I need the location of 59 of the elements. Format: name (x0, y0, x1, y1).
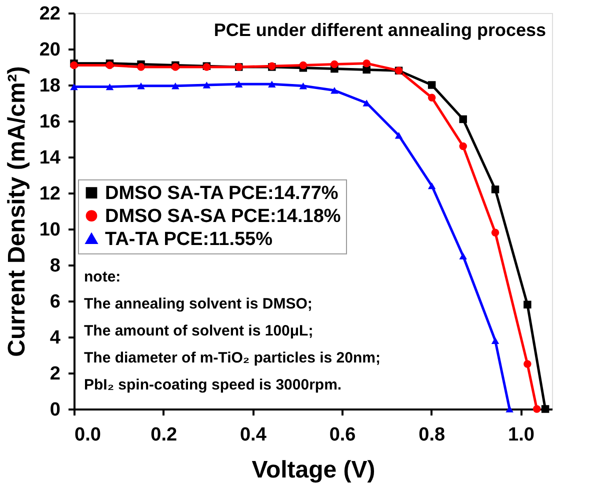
annotation: The annealing solvent is DMSO; (84, 295, 312, 312)
point (106, 83, 114, 90)
x-tick-label: 0.6 (329, 424, 356, 446)
annotation: The diameter of m-TiO₂ particles is 20nm; (84, 349, 380, 366)
chart-title: PCE under different annealing process (214, 20, 546, 40)
x-tick-label: 1.0 (508, 424, 534, 446)
y-tick-label: 8 (50, 256, 60, 276)
y-tick-label: 20 (39, 40, 60, 60)
x-tick-label: 0.2 (150, 424, 178, 446)
y-tick-label: 2 (50, 364, 60, 384)
point (172, 82, 180, 90)
y-tick-label: 12 (39, 184, 60, 204)
y-tick-label: 16 (39, 112, 60, 132)
y-tick-label: 14 (39, 148, 61, 168)
x-tick-label: 0.4 (240, 424, 267, 446)
y-tick-label: 22 (39, 4, 60, 24)
point (202, 82, 211, 88)
point (459, 142, 467, 150)
point (491, 337, 500, 344)
x-tick-label: 0.0 (74, 424, 101, 446)
point (428, 182, 436, 190)
annotation: note: (84, 268, 121, 286)
point (70, 83, 78, 90)
y-tick-label: 4 (50, 328, 61, 348)
point (330, 60, 338, 68)
y-tick-label: 10 (39, 220, 60, 240)
point (491, 228, 500, 236)
point (234, 80, 243, 88)
point (299, 82, 308, 90)
y-tick-label: 18 (39, 76, 60, 96)
y-tick-label: 6 (50, 292, 60, 312)
point (137, 82, 145, 90)
point (428, 81, 436, 89)
point (330, 87, 338, 94)
point (428, 94, 436, 102)
y-tick-label: 0 (50, 400, 60, 420)
point (459, 115, 467, 124)
point (459, 252, 467, 260)
x-tick-label: 0.8 (418, 424, 446, 446)
legend-label: DMSO SA-TA PCE:14.77% (105, 182, 338, 204)
point (524, 360, 532, 368)
point (532, 405, 541, 413)
x-axis-title: Voltage (V) (252, 456, 376, 484)
point (137, 63, 145, 71)
legend-label: DMSO SA-SA PCE:14.18% (105, 206, 341, 227)
annotation: The amount of solvent is 100μL; (84, 322, 314, 340)
point (268, 80, 276, 88)
point (362, 66, 370, 74)
annotation: PbI₂ spin-coating speed is 3000rpm. (84, 376, 342, 394)
y-axis-title: Current Density (mA/cm²) (3, 66, 30, 357)
point (524, 300, 532, 308)
point (491, 186, 500, 194)
point (362, 100, 370, 106)
point (362, 60, 370, 68)
point (394, 132, 403, 139)
point (299, 61, 308, 70)
legend-label: TA-TA PCE:11.55% (105, 228, 273, 250)
point (506, 406, 514, 412)
point (541, 405, 550, 413)
